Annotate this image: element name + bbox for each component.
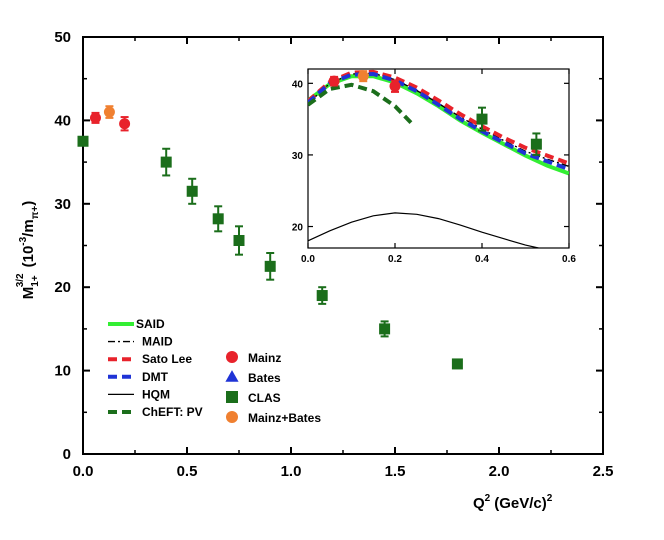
y-label-sup: 3/2 [15, 273, 26, 287]
legend-label: MAID [142, 335, 173, 349]
point-clas [451, 358, 463, 370]
point-mainz [119, 118, 131, 130]
legend-marker-mainz [226, 351, 238, 363]
inset-x-tick-label: 0.0 [301, 254, 315, 265]
inset-point-mainz [389, 80, 401, 92]
inset-x-tick-label: 0.2 [388, 254, 402, 265]
x-tick-label: 2.5 [593, 463, 614, 480]
inset-point-clas [476, 113, 488, 125]
x-label-units: (GeV/c) [494, 495, 547, 512]
inset-curve-hqm [308, 212, 539, 248]
y-axis-label: M1+ 3/2 (10-3/mπ+) [15, 201, 41, 299]
x-tick-label: 1.0 [281, 463, 302, 480]
point-mainz [89, 112, 101, 124]
y-tick-label: 20 [54, 279, 71, 296]
point-clas [379, 323, 391, 335]
y-tick-label: 10 [54, 363, 71, 380]
legend-marker-mainz-bates [226, 411, 238, 423]
point-clas [186, 185, 198, 197]
x-tick-label: 1.5 [385, 463, 406, 480]
y-label-units-sub: π+ [30, 206, 41, 220]
point-clas [212, 213, 224, 225]
legend-label: DMT [142, 370, 169, 384]
point-clas [160, 156, 172, 168]
legend-label: Mainz+Bates [248, 411, 321, 425]
point-clas [77, 135, 89, 147]
y-tick-label: 50 [54, 29, 71, 46]
y-label-base: M [20, 287, 37, 300]
inset-x-tick-label: 0.6 [562, 254, 576, 265]
y-label-units-close: ) [20, 201, 37, 206]
legend-label: Sato Lee [142, 352, 192, 366]
legend-label: HQM [142, 387, 170, 401]
svg-text:Q2(GeV/c)2: Q2 (GeV/c)2 [473, 493, 553, 512]
legend: SAID MAID Sato Lee DMT HQM ChEFT: PV Mainz Bate… [108, 317, 321, 425]
inset-curves [308, 69, 569, 248]
point-clas [264, 260, 276, 272]
x-tick-label: 2.0 [489, 463, 510, 480]
point-clas [316, 290, 328, 302]
y-tick-label: 0 [63, 446, 71, 463]
inset-point-mainz-bates [357, 70, 369, 82]
inset-point-mainz [328, 75, 340, 87]
legend-label: CLAS [248, 391, 281, 405]
y-label-units-open: (10 [20, 246, 37, 268]
x-axis-label: Q2 (GeV/c)2 [473, 493, 553, 512]
y-label-units-mid: /m [20, 219, 37, 237]
svg-text:M1+3/2(10-3/mπ+): M1+ 3/2 (10-3/mπ+) [15, 201, 41, 299]
legend-label: SAID [136, 317, 165, 331]
inset-y-tick-label: 20 [292, 223, 304, 234]
inset-plot: 0.0 0.2 0.4 0.6 20 30 40 [292, 68, 576, 265]
inset-curve-dmt [308, 71, 569, 172]
x-label-base: Q [473, 495, 485, 512]
legend-marker-clas [226, 391, 238, 403]
inset-curve-sato-lee [308, 69, 569, 166]
x-label-sup: 2 [485, 493, 491, 504]
x-label-units-sup: 2 [547, 493, 553, 504]
x-tick-label: 0.5 [177, 463, 198, 480]
y-tick-label: 30 [54, 196, 71, 213]
y-tick-label: 40 [54, 112, 71, 129]
inset-curve-cheft-pv [308, 82, 414, 126]
main-axes: 0.0 0.5 1.0 1.5 2.0 2.5 0 10 20 30 40 50 [54, 29, 613, 480]
inset-y-tick-label: 30 [292, 151, 304, 162]
y-label-sub: 1+ [30, 275, 41, 287]
x-tick-label: 0.0 [73, 463, 94, 480]
main-data-points [77, 105, 463, 370]
legend-label: ChEFT: PV [142, 405, 203, 419]
legend-label: Mainz [248, 351, 281, 365]
legend-label: Bates [248, 371, 281, 385]
inset-point-clas [530, 138, 542, 150]
point-mainz-bates [103, 106, 115, 118]
legend-marker-bates [225, 370, 239, 382]
inset-y-tick-label: 40 [292, 79, 304, 90]
y-label-units-exp: -3 [18, 236, 29, 245]
point-clas [233, 234, 245, 246]
inset-x-tick-label: 0.4 [475, 254, 489, 265]
